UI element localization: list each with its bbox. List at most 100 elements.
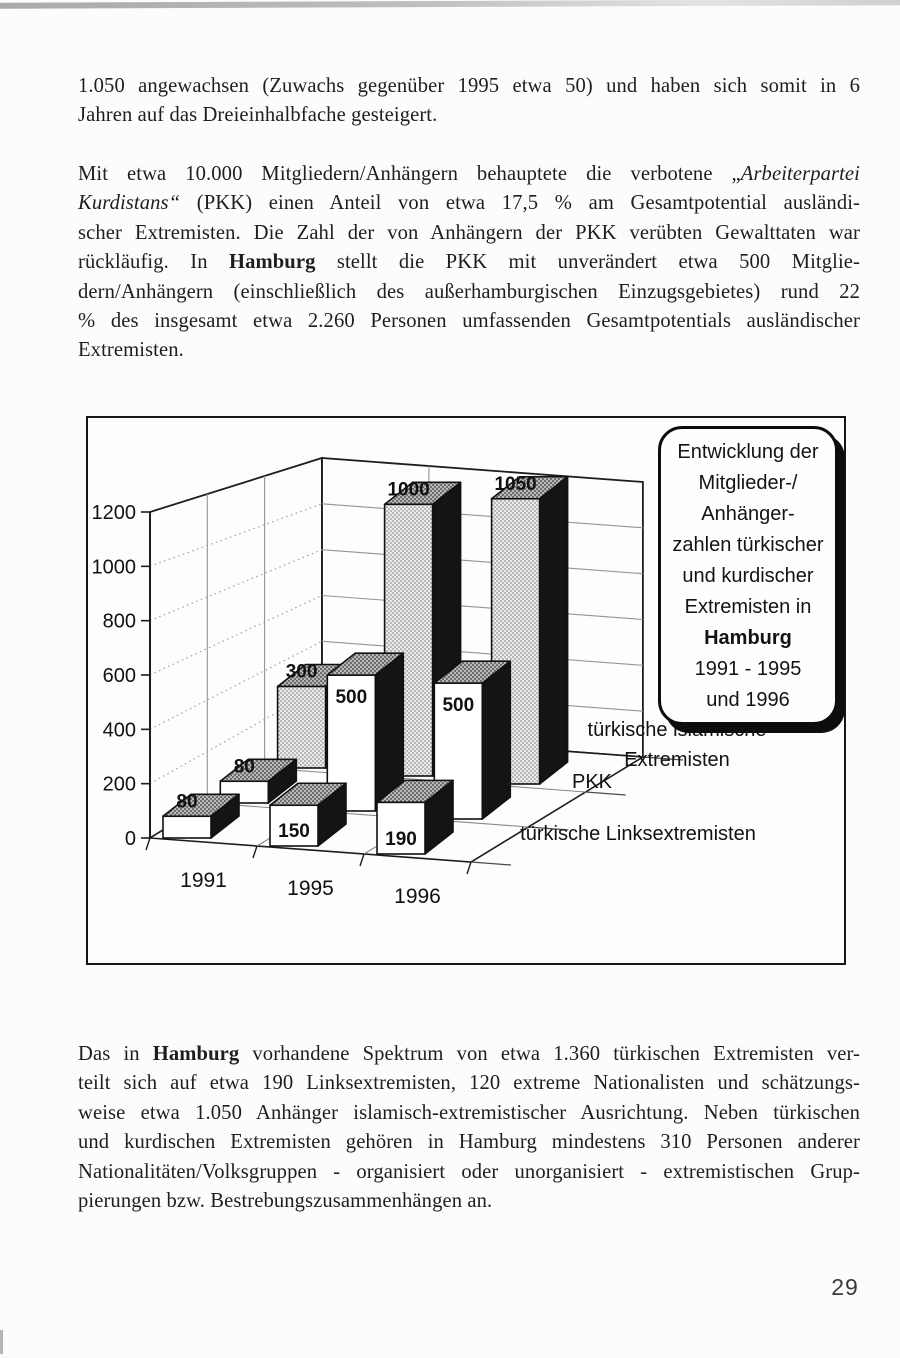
text-line: Nationalitäten/Volksgruppen - organisier… <box>78 1158 860 1187</box>
y-tick-label: 600 <box>103 665 136 687</box>
gridline-leftwall <box>149 640 323 730</box>
text-line: 1.050 angewachsen (Zuwachs gegenüber 199… <box>78 72 860 101</box>
text-segment: 1.050 angewachsen (Zuwachs gegenüber 199… <box>78 75 860 97</box>
gridline-leftwall <box>149 503 323 567</box>
gridline-leftwall <box>149 549 323 622</box>
text-segment: rückläufig. In <box>78 251 229 274</box>
text-segment: scher Extremisten. Die Zahl der von Anhä… <box>78 221 860 244</box>
bar-side-face <box>538 475 569 785</box>
gridline-backwall <box>321 549 643 575</box>
x-axis-tick <box>466 861 472 875</box>
text-segment: % des insgesamt etwa 2.260 Personen umfa… <box>78 310 860 333</box>
paragraph-spectrum: Das in Hamburg vorhandene Spektrum von e… <box>78 1040 860 1216</box>
bar-value-label: 500 <box>335 687 367 708</box>
bar-front-face <box>162 815 212 839</box>
text-segment: Nationalitäten/Volksgruppen - organisier… <box>78 1160 860 1183</box>
page-number: 29 <box>831 1274 859 1300</box>
bar-chart-3d: 0 200 400 600 800 1000 1200 1991 1995 1996 300 1000… <box>92 456 766 908</box>
text-segment: Jahren auf das Dreieinhalbfache gesteige… <box>78 104 438 127</box>
text-line: rückläufig. In Hamburg stellt die PKK mi… <box>78 248 860 277</box>
text-line: Entwicklung der <box>668 437 828 468</box>
bar-value-label: 1000 <box>387 479 429 500</box>
y-tick-label: 1200 <box>92 502 137 524</box>
bar-front-face <box>276 685 327 769</box>
text-segment: Das in <box>78 1043 153 1065</box>
y-tick-label: 800 <box>103 611 136 633</box>
series-axis-tick <box>528 826 569 831</box>
gridline-backwall <box>321 503 643 529</box>
bar-front-face <box>269 804 319 847</box>
series-label: türkische Linksextremisten <box>520 823 756 845</box>
text-segment: Mit etwa 10.000 Mitgliedern/Anhängern be… <box>78 163 741 185</box>
paragraph-growth: 1.050 angewachsen (Zuwachs gegenüber 199… <box>78 72 860 131</box>
gridline-floor-row <box>207 802 529 828</box>
bar-value-label: 500 <box>442 695 474 716</box>
category-label: 1996 <box>394 885 441 908</box>
bar-value-label: 80 <box>234 756 255 777</box>
series-axis-tick <box>585 791 626 796</box>
text-line: scher Extremisten. Die Zahl der von Anhä… <box>78 219 860 248</box>
bar-value-label: 190 <box>385 829 417 850</box>
text-segment: Anhänger- <box>701 503 795 525</box>
text-segment: und kurdischen Extremisten gehören in Ha… <box>78 1131 860 1154</box>
text-segment: und kurdischer <box>682 565 814 587</box>
text-line: dern/Anhängern (einschließlich des außer… <box>78 278 860 307</box>
text-line: Das in Hamburg vorhandene Spektrum von e… <box>78 1040 860 1069</box>
text-line: Extremisten. <box>78 336 860 365</box>
gridline-backwall <box>321 640 643 666</box>
text-segment: zahlen türkischer <box>672 534 824 556</box>
bar-value-label: 150 <box>278 821 310 842</box>
text-line: und kurdischer <box>668 561 828 592</box>
category-label: 1995 <box>287 877 334 900</box>
text-line: teilt sich auf etwa 190 Linksextremisten… <box>78 1069 860 1098</box>
bar-front-face <box>376 801 426 855</box>
text-line: weise etwa 1.050 Anhänger islamisch-extr… <box>78 1099 860 1128</box>
bar-value-label: 1050 <box>494 474 536 495</box>
text-line: und kurdischen Extremisten gehören in Ha… <box>78 1128 860 1157</box>
bar-side-face <box>481 660 512 820</box>
x-axis-tick <box>252 845 258 859</box>
x-axis-tick <box>359 853 365 867</box>
text-segment: vorhandene Spektrum von etwa 1.360 türki… <box>239 1043 860 1065</box>
text-line: % des insgesamt etwa 2.260 Personen umfa… <box>78 307 860 336</box>
text-segment: Extremisten. <box>78 339 184 362</box>
text-segment: 1991 - 1995 <box>694 658 802 680</box>
bar-value-label: 80 <box>176 791 197 812</box>
gridline-backwall <box>321 594 643 621</box>
text-segment: Hamburg <box>152 1043 240 1065</box>
y-tick-label: 0 <box>125 828 136 850</box>
text-line: und 1996 <box>668 685 828 716</box>
y-tick-label: 200 <box>103 774 136 796</box>
text-segment: dern/Anhängern (einschließlich des außer… <box>78 280 860 303</box>
text-segment: Hamburg <box>228 251 316 274</box>
text-segment: pierungen bzw. Bestrebungszusammenhängen… <box>78 1190 493 1213</box>
category-label: 1991 <box>180 869 227 892</box>
text-line: Mitglieder-/ <box>668 468 828 499</box>
series-axis-tick <box>470 861 512 866</box>
text-segment: Hamburg <box>704 627 792 649</box>
text-line: 1991 - 1995 <box>668 654 828 685</box>
text-segment: und 1996 <box>706 689 790 711</box>
text-segment: Mitglieder-/ <box>698 472 798 494</box>
scan-artifact-left <box>0 1330 3 1354</box>
series-label: PKK <box>572 771 613 793</box>
y-tick-label: 1000 <box>92 556 137 578</box>
text-line: Extremisten in <box>668 592 828 623</box>
chart-legend: Entwicklung der Mitglieder-/ Anhänger-zahl… <box>658 426 838 725</box>
text-line: Kurdistans“ (PKK) einen Anteil von etwa … <box>78 189 860 218</box>
text-line: Mit etwa 10.000 Mitgliedern/Anhängern be… <box>78 160 860 189</box>
text-segment: Extremisten in <box>684 596 812 618</box>
text-segment: teilt sich auf etwa 190 Linksextremisten… <box>78 1072 860 1095</box>
text-line: zahlen türkischer <box>668 530 828 561</box>
y-tick-label: 400 <box>103 719 136 741</box>
text-line: Anhänger- <box>668 499 828 530</box>
x-axis-tick <box>145 837 151 851</box>
bar-value-label: 300 <box>286 662 318 683</box>
series-axis-tick <box>642 756 683 761</box>
paragraph-pkk: Mit etwa 10.000 Mitgliedern/Anhängern be… <box>78 160 860 366</box>
text-segment: Kurdistans“ <box>78 192 181 215</box>
text-line: pierungen bzw. Bestrebungszusammenhängen… <box>78 1187 860 1216</box>
text-segment: (PKK) einen Anteil von etwa 17,5 % am Ge… <box>180 192 860 215</box>
text-segment: weise etwa 1.050 Anhänger islamisch-extr… <box>78 1101 860 1124</box>
text-segment: Entwicklung der <box>677 441 819 463</box>
